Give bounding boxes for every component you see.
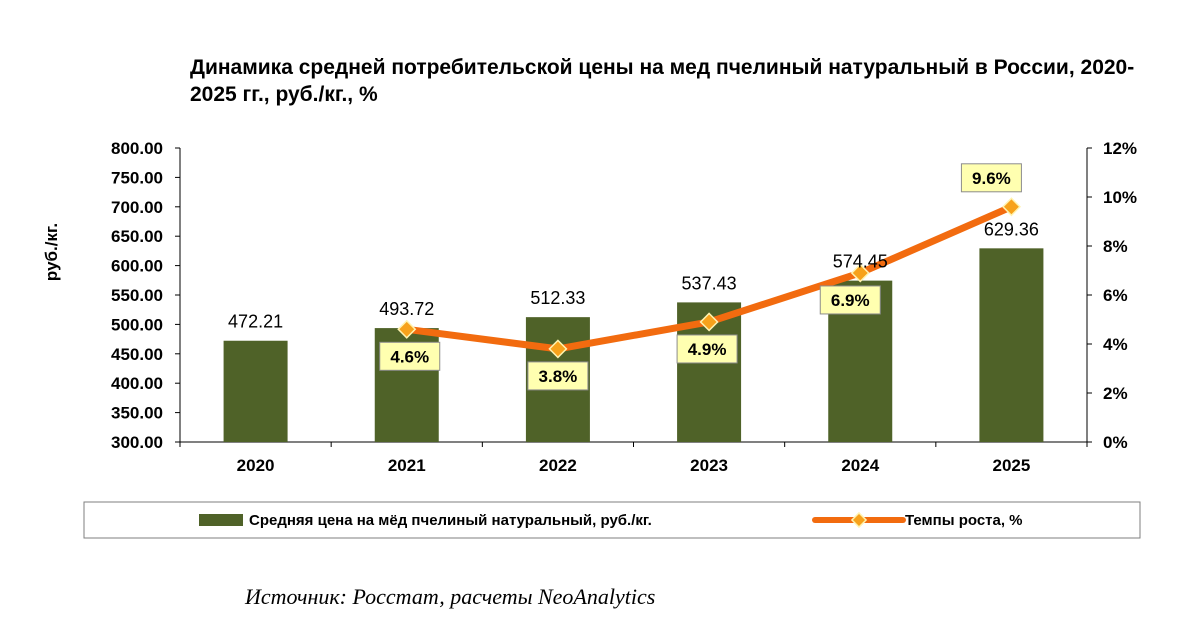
y-tick-label: 400.00: [111, 374, 163, 393]
growth-label-box: [676, 334, 738, 364]
legend-line-marker: [850, 511, 868, 529]
growth-point-marker: [548, 339, 568, 359]
growth-label-box: [527, 361, 589, 391]
growth-point-marker: [1001, 197, 1021, 217]
y-tick-label: 300.00: [111, 433, 163, 452]
x-tick-label: 2021: [388, 456, 426, 475]
legend-box: [83, 501, 1141, 539]
y-tick-label: 800.00: [111, 139, 163, 158]
y2-tick-label: 10%: [1103, 188, 1137, 207]
y-tick-label: 450.00: [111, 345, 163, 364]
legend: Средняя цена на мёд пчелиный натуральный…: [83, 501, 1141, 539]
legend-bar-label: Средняя цена на мёд пчелиный натуральный…: [249, 512, 652, 529]
y-tick-label: 550.00: [111, 286, 163, 305]
labels-layer: 472.21 493.72 512.33 537.43 574.45 629.36 4.6%…: [228, 163, 1039, 391]
x-tick-label: 2020: [237, 456, 275, 475]
legend-line-label: Темпы роста, %: [905, 512, 1023, 529]
y2-tick-label: 4%: [1103, 335, 1128, 354]
price-bar: [979, 248, 1044, 442]
growth-point-marker: [397, 319, 417, 339]
price-value-label: 537.43: [682, 273, 737, 293]
price-value-label: 629.36: [984, 219, 1039, 239]
chart-title: Динамика средней потребительской цены на…: [190, 56, 1135, 106]
y-tick-label: 600.00: [111, 257, 163, 276]
y-tick-label: 700.00: [111, 198, 163, 217]
growth-value-label: 4.6%: [390, 347, 429, 366]
price-bar: [223, 340, 288, 442]
axes: 300.00 350.00 400.00 450.00 500.00 550.00 600.…: [111, 139, 1137, 475]
y2-tick-label: 2%: [1103, 384, 1128, 403]
growth-value-label: 4.9%: [688, 340, 727, 359]
y-tick-label: 750.00: [111, 168, 163, 187]
growth-point-marker: [850, 263, 870, 283]
growth-label-box: [819, 285, 881, 315]
price-value-label: 512.33: [530, 288, 585, 308]
growth-label-box: [379, 341, 441, 371]
price-value-label: 472.21: [228, 312, 283, 332]
growth-line-layer: [397, 197, 1021, 359]
legend-bar-swatch: [199, 514, 243, 526]
x-tick-label: 2024: [841, 456, 879, 475]
price-value-label: 574.45: [833, 252, 888, 272]
y-axis-label: руб./кг.: [42, 223, 61, 281]
x-tick-label: 2022: [539, 456, 577, 475]
growth-value-label: 3.8%: [539, 367, 578, 386]
growth-label-box: [960, 163, 1022, 193]
growth-value-label: 9.6%: [972, 169, 1011, 188]
price-value-label: 493.72: [379, 299, 434, 319]
y2-tick-label: 0%: [1103, 433, 1128, 452]
x-tick-label: 2025: [993, 456, 1031, 475]
growth-point-marker: [699, 312, 719, 332]
bars-layer: [223, 248, 1044, 442]
y2-tick-label: 6%: [1103, 286, 1128, 305]
y-tick-label: 500.00: [111, 315, 163, 334]
y2-tick-label: 8%: [1103, 237, 1128, 256]
x-tick-label: 2023: [690, 456, 728, 475]
y-tick-label: 650.00: [111, 227, 163, 246]
y2-tick-label: 12%: [1103, 139, 1137, 158]
growth-value-label: 6.9%: [831, 291, 870, 310]
source-note: Источник: Росстат, расчеты NeoAnalytics: [245, 584, 656, 609]
y-tick-label: 350.00: [111, 404, 163, 423]
